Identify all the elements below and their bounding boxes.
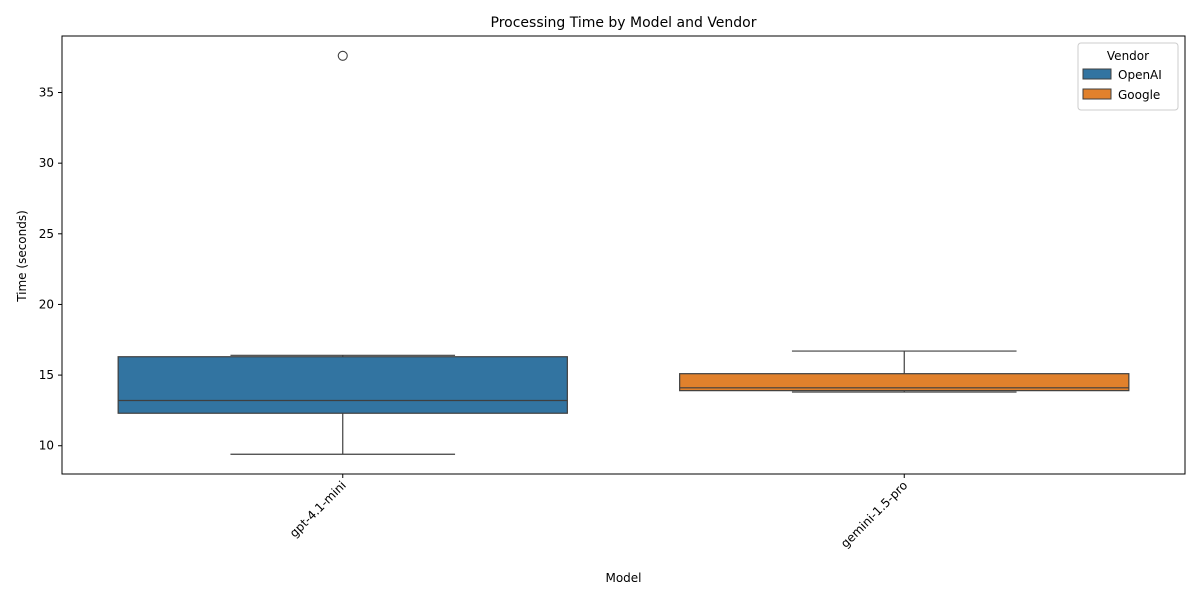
x-tick-label: gemini-1.5-pro <box>838 478 910 550</box>
y-tick-label: 15 <box>39 368 54 382</box>
y-tick-label: 20 <box>39 297 54 311</box>
y-tick-label: 10 <box>39 439 54 453</box>
x-tick-label: gpt-4.1-mini <box>287 478 349 540</box>
iqr-box <box>117 356 568 414</box>
chart-title: Processing Time by Model and Vendor <box>491 15 757 31</box>
legend-swatch-google <box>1082 88 1112 100</box>
y-tick-label: 35 <box>39 86 54 100</box>
x-axis-label: Model <box>605 571 641 585</box>
plot-frame <box>61 35 1186 475</box>
axes: 10 15 20 25 30 35 gpt-4.1-mini gemini-1.5-pro <box>39 35 1186 551</box>
y-tick-label: 30 <box>39 156 54 170</box>
legend-label-google: Google <box>1118 88 1160 102</box>
box-google <box>679 350 1130 393</box>
outlier-point <box>337 50 348 61</box>
legend-swatch-openai <box>1082 68 1112 80</box>
iqr-box <box>679 373 1130 392</box>
y-tick-label: 25 <box>39 227 54 241</box>
legend: Vendor OpenAI Google <box>1077 42 1179 111</box>
legend-title: Vendor <box>1107 49 1149 63</box>
box-openai <box>117 50 568 455</box>
y-axis-label: Time (seconds) <box>15 210 29 303</box>
legend-label-openai: OpenAI <box>1118 68 1162 82</box>
plot-area <box>117 50 1130 455</box>
